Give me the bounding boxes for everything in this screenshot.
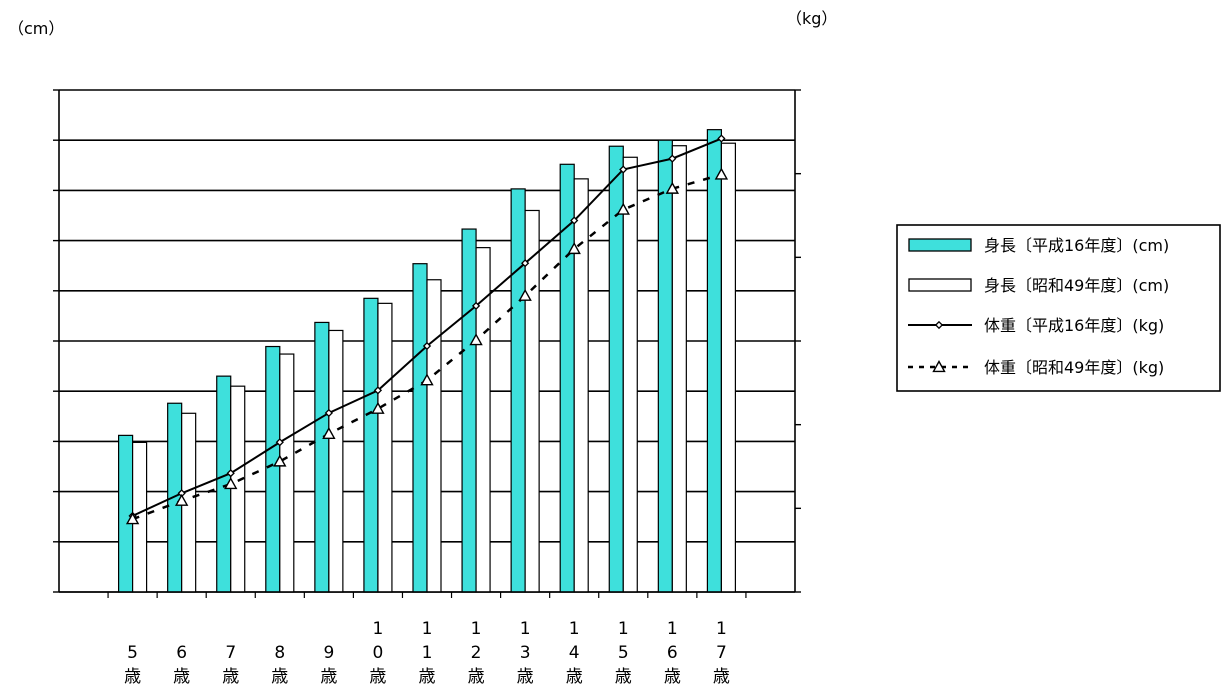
marker-weight-h16-16歳 <box>668 154 677 163</box>
right-axis-unit: （kg） <box>786 9 837 28</box>
marker-weight-h16-9歳 <box>324 408 333 418</box>
legend-label-3: 体重〔昭和49年度〕(kg) <box>984 358 1164 377</box>
marker-weight-h16-8歳 <box>275 438 284 447</box>
legend: 身長〔平成16年度〕(cm) 身長〔昭和49年度〕(cm) 体重〔平成16年度〕(k… <box>896 224 1221 392</box>
bar-s49-9歳 <box>328 329 344 593</box>
marker-weight-s49-12歳 <box>469 333 483 346</box>
bar-h16-10歳 <box>363 297 379 593</box>
legend-swatch-0 <box>908 238 972 252</box>
bar-series-group <box>117 129 737 593</box>
marker-weight-s49-13歳 <box>518 288 532 301</box>
marker-weight-h16-11歳 <box>422 341 432 351</box>
marker-weight-h16-7歳 <box>226 469 235 478</box>
bar-h16-11歳 <box>412 263 428 593</box>
marker-weight-s49-5歳 <box>125 512 140 525</box>
legend-box <box>896 224 1221 392</box>
left-axis-unit: （cm） <box>8 19 64 38</box>
marker-weight-h16-12歳 <box>471 301 481 310</box>
marker-weight-s49-7歳 <box>224 477 238 490</box>
marker-weight-s49-10歳 <box>371 401 385 414</box>
marker-weight-s49-8歳 <box>273 454 287 467</box>
legend-label-1: 身長〔昭和49年度〕(cm) <box>984 276 1169 295</box>
marker-weight-h16-10歳 <box>373 386 383 395</box>
bar-s49-15歳 <box>622 156 638 593</box>
bar-s49-14歳 <box>573 178 589 593</box>
marker-weight-s49-17歳 <box>714 167 729 180</box>
bar-h16-17歳 <box>706 129 723 593</box>
bar-h16-9歳 <box>314 321 330 593</box>
legend-swatch-marker-3 <box>932 360 946 373</box>
line-series-group <box>125 134 729 525</box>
legend-swatch-marker-2 <box>934 320 944 330</box>
legend-label-0: 身長〔平成16年度〕(cm) <box>984 236 1169 255</box>
bar-h16-6歳 <box>167 402 183 593</box>
marker-weight-s49-6歳 <box>174 493 189 506</box>
legend-label-2: 体重〔平成16年度〕(kg) <box>984 316 1164 335</box>
bar-h16-13歳 <box>510 188 526 593</box>
marker-weight-h16-15歳 <box>619 165 628 174</box>
bar-s49-8歳 <box>279 353 295 593</box>
marker-weight-s49-14歳 <box>567 242 581 255</box>
bar-s49-13歳 <box>524 209 540 593</box>
marker-weight-s49-11歳 <box>420 373 434 386</box>
marker-weight-h16-14歳 <box>570 216 579 225</box>
marker-weight-h16-13歳 <box>521 259 530 268</box>
category-labels: 5 歳 6 歳 7 歳 8 歳 9 歳 1 0 歳 1 1 歳 1 2 歳 1 3 歳 1 4 歳 1 5 歳 1 6 歳 1 7 歳 <box>124 619 730 687</box>
bar-h16-16歳 <box>657 139 673 593</box>
bar-h16-14歳 <box>559 163 575 593</box>
marker-weight-h16-17歳 <box>717 134 726 143</box>
left-axis-ticks <box>53 89 59 593</box>
bar-s49-16歳 <box>671 145 687 593</box>
bar-h16-12歳 <box>461 228 477 593</box>
bar-h16-5歳 <box>117 434 134 593</box>
legend-swatch-1 <box>908 278 972 292</box>
bar-h16-8歳 <box>265 345 281 593</box>
marker-weight-s49-16歳 <box>665 181 680 194</box>
marker-weight-s49-15歳 <box>616 202 630 215</box>
bar-s49-17歳 <box>720 142 737 593</box>
marker-weight-s49-9歳 <box>322 426 336 439</box>
bar-s49-10歳 <box>377 302 393 593</box>
bar-s49-11歳 <box>426 279 442 593</box>
right-axis-ticks <box>795 89 801 593</box>
